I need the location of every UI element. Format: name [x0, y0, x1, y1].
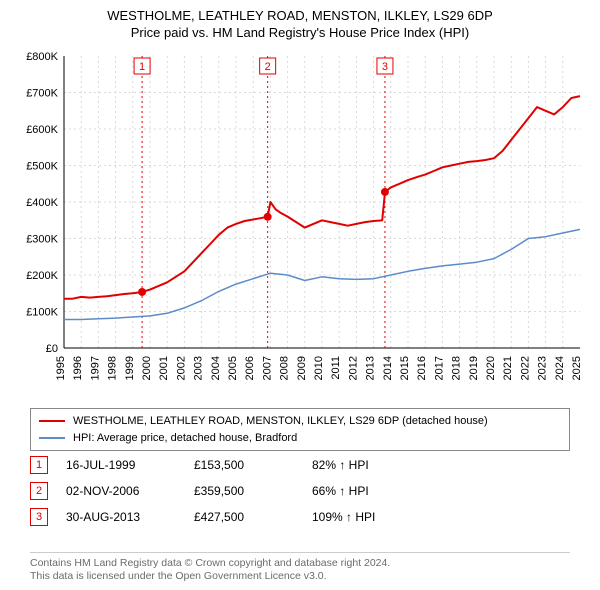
svg-text:2021: 2021 — [502, 356, 514, 380]
svg-text:1995: 1995 — [55, 356, 67, 380]
sale-badge: 3 — [30, 508, 48, 526]
sale-date: 02-NOV-2006 — [66, 484, 176, 498]
legend: WESTHOLME, LEATHLEY ROAD, MENSTON, ILKLE… — [30, 408, 570, 451]
svg-text:£500K: £500K — [26, 161, 58, 173]
svg-text:£400K: £400K — [26, 197, 58, 209]
svg-text:2008: 2008 — [279, 356, 291, 380]
sales-table: 1 16-JUL-1999 £153,500 82% ↑ HPI 2 02-NO… — [30, 452, 570, 530]
svg-text:2004: 2004 — [210, 356, 222, 380]
sale-price: £427,500 — [194, 510, 294, 524]
svg-text:£100K: £100K — [26, 307, 58, 319]
legend-label: WESTHOLME, LEATHLEY ROAD, MENSTON, ILKLE… — [73, 413, 488, 430]
svg-text:2005: 2005 — [227, 356, 239, 380]
legend-label: HPI: Average price, detached house, Brad… — [73, 430, 297, 447]
title-subtitle: Price paid vs. HM Land Registry's House … — [10, 25, 590, 40]
sale-price: £359,500 — [194, 484, 294, 498]
svg-text:2017: 2017 — [433, 356, 445, 380]
footnote-line1: Contains HM Land Registry data © Crown c… — [30, 557, 570, 571]
svg-text:2019: 2019 — [468, 356, 480, 380]
sale-delta: 82% ↑ HPI — [312, 458, 422, 472]
svg-text:2009: 2009 — [296, 356, 308, 380]
sale-price: £153,500 — [194, 458, 294, 472]
svg-text:£300K: £300K — [26, 234, 58, 246]
table-row: 2 02-NOV-2006 £359,500 66% ↑ HPI — [30, 478, 570, 504]
svg-text:1: 1 — [139, 61, 145, 73]
svg-text:2025: 2025 — [571, 356, 583, 380]
sale-badge: 1 — [30, 456, 48, 474]
svg-text:1998: 1998 — [107, 356, 119, 380]
svg-text:2010: 2010 — [313, 356, 325, 380]
svg-text:2: 2 — [265, 61, 271, 73]
svg-text:£700K: £700K — [26, 88, 58, 100]
legend-swatch — [39, 420, 65, 422]
svg-text:2023: 2023 — [537, 356, 549, 380]
svg-text:£0: £0 — [46, 343, 58, 355]
svg-text:2016: 2016 — [416, 356, 428, 380]
price-chart: £0 £100K £200K £300K £400K £500K £600K £700K £80… — [12, 48, 588, 398]
svg-text:2006: 2006 — [244, 356, 256, 380]
svg-text:2014: 2014 — [382, 356, 394, 380]
table-row: 1 16-JUL-1999 £153,500 82% ↑ HPI — [30, 452, 570, 478]
footnote-line2: This data is licensed under the Open Gov… — [30, 570, 570, 584]
svg-text:2000: 2000 — [141, 356, 153, 380]
svg-text:2011: 2011 — [330, 356, 342, 380]
svg-text:1999: 1999 — [124, 356, 136, 380]
svg-text:2018: 2018 — [451, 356, 463, 380]
svg-text:2024: 2024 — [554, 356, 566, 380]
svg-text:2020: 2020 — [485, 356, 497, 380]
svg-text:£800K: £800K — [26, 51, 58, 63]
legend-item: HPI: Average price, detached house, Brad… — [39, 430, 561, 447]
sale-delta: 66% ↑ HPI — [312, 484, 422, 498]
title-address: WESTHOLME, LEATHLEY ROAD, MENSTON, ILKLE… — [10, 8, 590, 23]
svg-text:2003: 2003 — [193, 356, 205, 380]
legend-item: WESTHOLME, LEATHLEY ROAD, MENSTON, ILKLE… — [39, 413, 561, 430]
svg-text:2022: 2022 — [519, 356, 531, 380]
svg-text:2012: 2012 — [347, 356, 359, 380]
footnote: Contains HM Land Registry data © Crown c… — [30, 552, 570, 584]
svg-text:2001: 2001 — [158, 356, 170, 380]
svg-text:1997: 1997 — [89, 356, 101, 380]
sale-date: 30-AUG-2013 — [66, 510, 176, 524]
svg-text:£200K: £200K — [26, 270, 58, 282]
sale-date: 16-JUL-1999 — [66, 458, 176, 472]
sale-delta: 109% ↑ HPI — [312, 510, 422, 524]
table-row: 3 30-AUG-2013 £427,500 109% ↑ HPI — [30, 504, 570, 530]
svg-text:2002: 2002 — [175, 356, 187, 380]
chart-svg: £0 £100K £200K £300K £400K £500K £600K £700K £80… — [12, 48, 588, 398]
svg-text:2013: 2013 — [365, 356, 377, 380]
svg-text:2015: 2015 — [399, 356, 411, 380]
svg-text:2007: 2007 — [261, 356, 273, 380]
sale-badge: 2 — [30, 482, 48, 500]
svg-text:3: 3 — [382, 61, 388, 73]
svg-text:£600K: £600K — [26, 124, 58, 136]
svg-text:1996: 1996 — [72, 356, 84, 380]
title-block: WESTHOLME, LEATHLEY ROAD, MENSTON, ILKLE… — [0, 0, 600, 44]
legend-swatch — [39, 437, 65, 439]
